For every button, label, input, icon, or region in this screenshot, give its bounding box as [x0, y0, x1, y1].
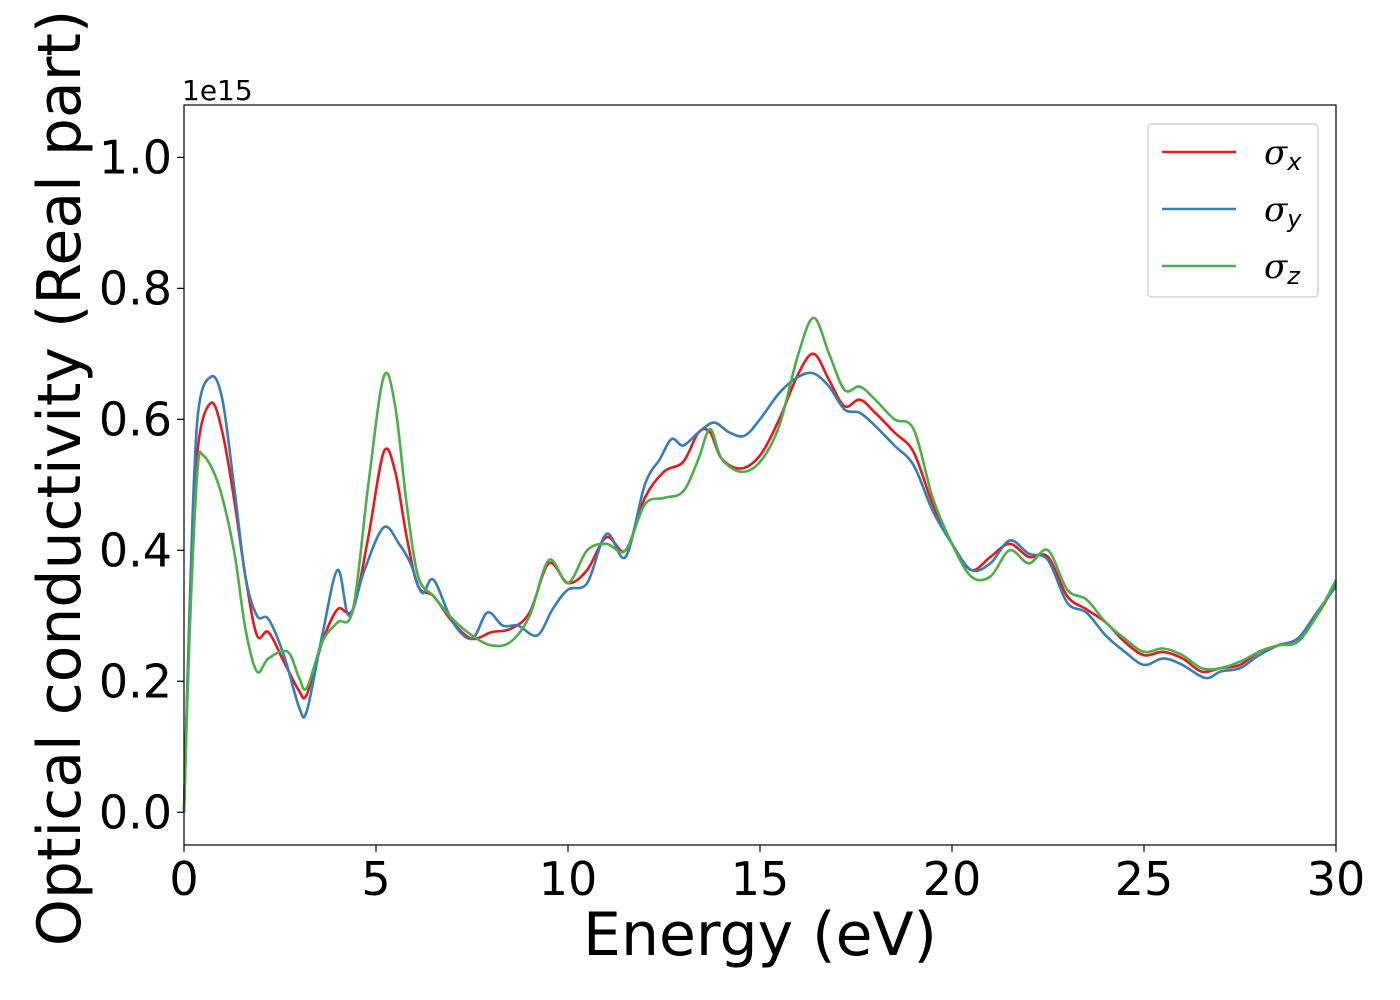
y-tick-label: 0.6 — [99, 392, 172, 446]
series-layer — [182, 316, 1338, 813]
y-tick-label: 0.4 — [99, 523, 172, 577]
x-tick-label: 10 — [539, 852, 598, 906]
legend-box — [1147, 123, 1319, 298]
x-tick-label: 30 — [1307, 852, 1366, 906]
series-line-y — [182, 371, 1338, 813]
series-line-z — [182, 316, 1338, 813]
y-tick-label: 1.0 — [99, 130, 172, 184]
y-axis-title: Optical conductivity (Real part) — [25, 10, 95, 947]
x-axis-title: Energy (eV) — [583, 900, 937, 970]
y-tick-label: 0.2 — [99, 654, 172, 708]
x-tick-label: 20 — [923, 852, 982, 906]
x-tick-label: 15 — [731, 852, 790, 906]
y-axis: 0.0 0.2 0.4 0.6 0.8 1.0 — [99, 130, 184, 839]
y-offset-label: 1e15 — [182, 74, 253, 107]
x-tick-label: 25 — [1115, 852, 1174, 906]
x-axis: 0 5 10 15 20 25 30 — [169, 845, 1365, 906]
x-tick-label: 0 — [169, 852, 198, 906]
x-tick-label: 5 — [361, 852, 390, 906]
y-tick-label: 0.0 — [99, 785, 172, 839]
y-tick-label: 0.8 — [99, 261, 172, 315]
